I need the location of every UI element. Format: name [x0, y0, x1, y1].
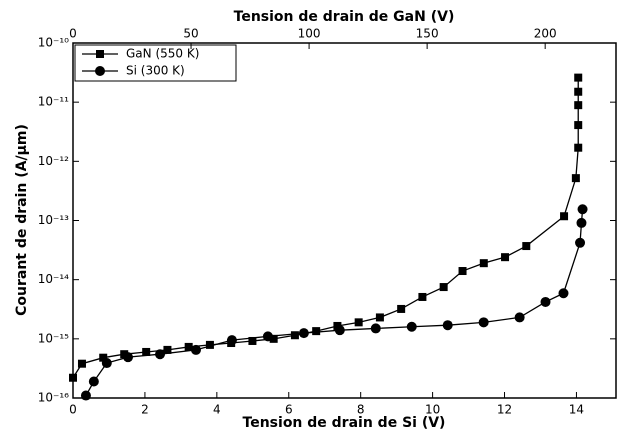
y-tick-label: 10⁻¹³ — [38, 213, 69, 227]
marker — [397, 304, 406, 313]
marker — [514, 312, 525, 323]
x-axis-title: Tension de drain de Si (V) — [243, 415, 446, 431]
marker — [478, 317, 489, 328]
x-tick-label: 14 — [569, 403, 584, 417]
marker — [226, 335, 237, 346]
y-tick-label: 10⁻¹⁶ — [38, 391, 69, 405]
series-line — [85, 209, 584, 396]
marker — [123, 352, 134, 363]
top-axis-title: Tension de drain de GaN (V) — [234, 9, 455, 25]
y-tick-label: 10⁻¹⁴ — [38, 272, 69, 286]
plot-frame — [72, 42, 617, 399]
marker — [540, 296, 551, 307]
x-tick-label: 10 — [425, 403, 440, 417]
y-tick-label: 10⁻¹⁰ — [38, 36, 69, 50]
marker — [77, 359, 86, 368]
marker — [418, 292, 427, 301]
marker — [479, 259, 488, 268]
marker — [155, 349, 166, 360]
x-tick-label: 2 — [141, 403, 149, 417]
x2-tick-label: 50 — [183, 27, 198, 41]
marker — [560, 212, 569, 221]
marker — [558, 288, 569, 299]
marker — [269, 334, 278, 343]
marker — [69, 373, 77, 382]
marker — [99, 353, 108, 362]
x-tick-label: 8 — [357, 403, 365, 417]
legend-marker — [96, 50, 104, 58]
marker — [522, 242, 531, 251]
marker — [501, 253, 510, 262]
marker — [574, 73, 583, 82]
marker — [574, 101, 583, 110]
x2-tick-label: 150 — [416, 27, 439, 41]
marker — [190, 344, 201, 355]
series-line — [72, 77, 579, 379]
marker — [262, 331, 273, 342]
marker — [370, 323, 381, 334]
marker — [163, 345, 172, 354]
marker — [458, 267, 467, 276]
marker — [576, 217, 587, 228]
y-axis-title: Courant de drain (A/µm) — [14, 124, 30, 316]
marker — [574, 87, 583, 96]
marker — [290, 331, 299, 340]
marker — [298, 328, 309, 339]
x-tick-label: 12 — [497, 403, 512, 417]
marker — [88, 376, 99, 387]
marker — [442, 320, 453, 331]
legend-label: Si (300 K) — [126, 64, 185, 78]
x2-tick-label: 200 — [534, 27, 557, 41]
x-tick-label: 6 — [285, 403, 293, 417]
x2-tick-label: 0 — [69, 27, 77, 41]
marker — [354, 318, 363, 327]
y-tick-label: 10⁻¹⁵ — [38, 331, 69, 345]
marker — [577, 204, 588, 215]
marker — [439, 283, 448, 292]
legend-marker — [95, 66, 105, 76]
marker — [142, 347, 151, 356]
marker — [375, 313, 384, 322]
marker — [575, 237, 586, 248]
marker — [312, 327, 321, 336]
legend-label: GaN (550 K) — [126, 47, 199, 61]
marker — [334, 325, 345, 336]
marker — [80, 390, 91, 401]
marker — [184, 342, 193, 351]
marker — [205, 340, 214, 349]
x-tick-label: 4 — [213, 403, 221, 417]
x2-tick-label: 100 — [298, 27, 321, 41]
marker — [574, 121, 583, 130]
x-tick-label: 0 — [69, 403, 77, 417]
marker — [248, 336, 257, 345]
marker — [406, 321, 417, 332]
marker — [101, 358, 112, 369]
y-tick-label: 10⁻¹² — [38, 154, 69, 168]
marker — [571, 174, 580, 183]
marker — [574, 143, 583, 152]
y-tick-label: 10⁻¹¹ — [38, 95, 69, 109]
